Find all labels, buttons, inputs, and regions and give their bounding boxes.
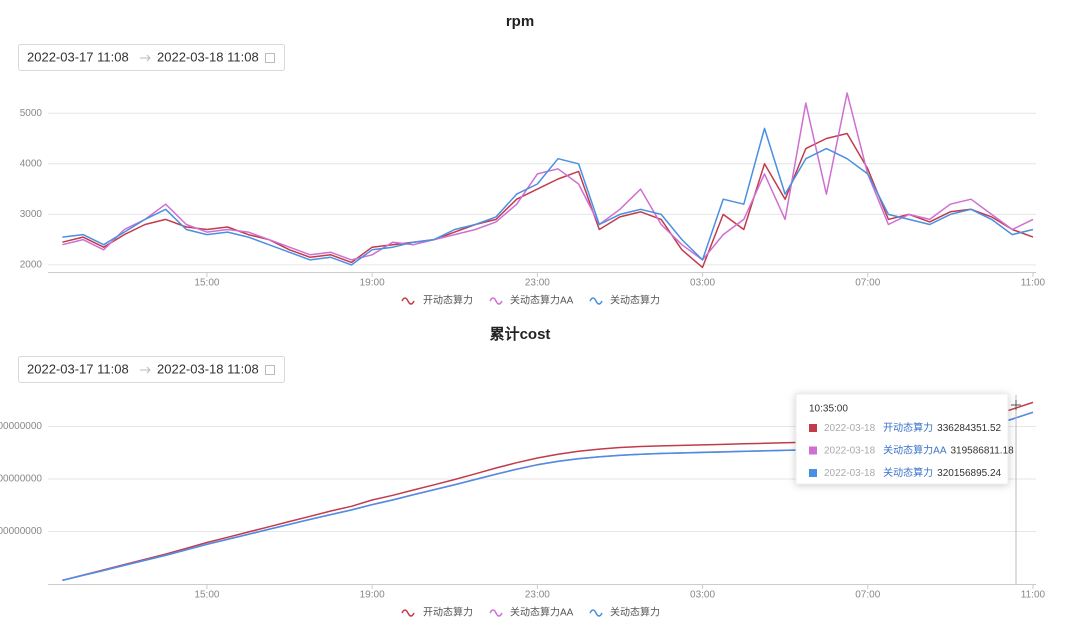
y-tick-label: 300000000: [0, 421, 42, 432]
tooltip-series: 开动态算力: [883, 421, 933, 434]
x-tick-label: 07:00: [855, 278, 880, 289]
legend-label: 关动态算力AA: [510, 294, 574, 307]
legend-label: 关动态算力: [610, 606, 660, 619]
picker-box[interactable]: [18, 44, 285, 71]
tooltip-series: 关动态算力: [883, 466, 933, 479]
cursor: [1011, 400, 1021, 410]
end-date[interactable]: 2022-03-18 11:08: [157, 49, 259, 64]
range-arrow: [140, 366, 151, 374]
y-tick-label: 100000000: [0, 526, 42, 537]
x-tick-label: 19:00: [360, 590, 385, 601]
series-line: [62, 127, 1034, 266]
tooltip-date: 2022-03-18: [824, 468, 876, 479]
tooltip-row: 2022-03-18 关动态算力 320156895.24: [824, 466, 1002, 479]
x-tick-label: 03:00: [690, 590, 715, 601]
start-date[interactable]: 2022-03-17 11:08: [27, 49, 129, 64]
series-line: [62, 132, 1034, 269]
y-tick-label: 4000: [20, 158, 43, 169]
x-tick-label: 11:00: [1021, 278, 1046, 289]
x-tick-label: 15:00: [194, 590, 219, 601]
legend-icon: [401, 609, 415, 617]
plots: 2000 3000 4000 5000 15:00 19:00 23:00 03:00 07:0…: [0, 92, 1046, 619]
tooltip-marker: [809, 446, 817, 455]
start-date[interactable]: 2022-03-17 11:08: [27, 361, 129, 376]
tooltip-marker: [809, 424, 817, 432]
y-tick-label: 200000000: [0, 474, 42, 485]
legend-icon: [589, 609, 603, 617]
x-tick-label: 11:00: [1021, 590, 1046, 601]
tooltip-title: 10:35:00: [809, 404, 848, 415]
range-arrow: [140, 54, 151, 62]
legend-label: 关动态算力: [610, 294, 660, 307]
x-tick-label: 15:00: [194, 278, 219, 289]
tooltip-value: 319586811.18: [951, 445, 1015, 456]
chart-title: rpm: [506, 13, 534, 30]
y-tick-label: 3000: [20, 209, 43, 220]
legend-icon: [401, 297, 415, 305]
tooltip-series: 关动态算力AA: [883, 443, 947, 456]
tooltip-marker: [809, 469, 817, 477]
tooltip-value: 336284351.52: [937, 423, 1001, 434]
tooltip-date: 2022-03-18: [824, 423, 876, 434]
y-tick-label: 5000: [20, 108, 43, 119]
tooltip-date: 2022-03-18: [824, 445, 876, 456]
tooltip-rows: 2022-03-18 开动态算力 336284351.52 2022-03-18 关动态…: [809, 421, 1014, 479]
end-date[interactable]: 2022-03-18 11:08: [157, 361, 259, 376]
tooltip-row: 2022-03-18 开动态算力 336284351.52: [824, 421, 1002, 434]
legend-label: 关动态算力AA: [510, 606, 574, 619]
legend-icon: [489, 609, 503, 617]
tooltip-box: [795, 393, 1009, 485]
y-tick-label: 2000: [20, 260, 43, 271]
chart-title: 累计cost: [490, 325, 551, 343]
picker-box[interactable]: [18, 356, 285, 383]
legend-icon: [589, 297, 603, 305]
date-picker[interactable]: 2022-03-17 11:08 2022-03-18 11:08: [18, 356, 285, 383]
x-tick-label: 23:00: [525, 590, 550, 601]
x-tick-label: 19:00: [360, 278, 385, 289]
x-tick-label: 07:00: [855, 590, 880, 601]
date-picker[interactable]: 2022-03-17 11:08 2022-03-18 11:08: [18, 44, 285, 71]
tooltip: 10:35:00: [795, 393, 1009, 485]
tooltip-row: 2022-03-18 关动态算力AA 319586811.18: [824, 443, 1014, 456]
legend-label: 开动态算力: [423, 606, 473, 619]
legend-icon: [489, 297, 503, 305]
calendar-icon[interactable]: [265, 53, 275, 63]
calendar-icon[interactable]: [265, 365, 275, 375]
legend-label: 开动态算力: [423, 294, 473, 307]
x-tick-label: 03:00: [690, 278, 715, 289]
tooltip-value: 320156895.24: [937, 468, 1001, 479]
x-tick-label: 23:00: [525, 278, 550, 289]
